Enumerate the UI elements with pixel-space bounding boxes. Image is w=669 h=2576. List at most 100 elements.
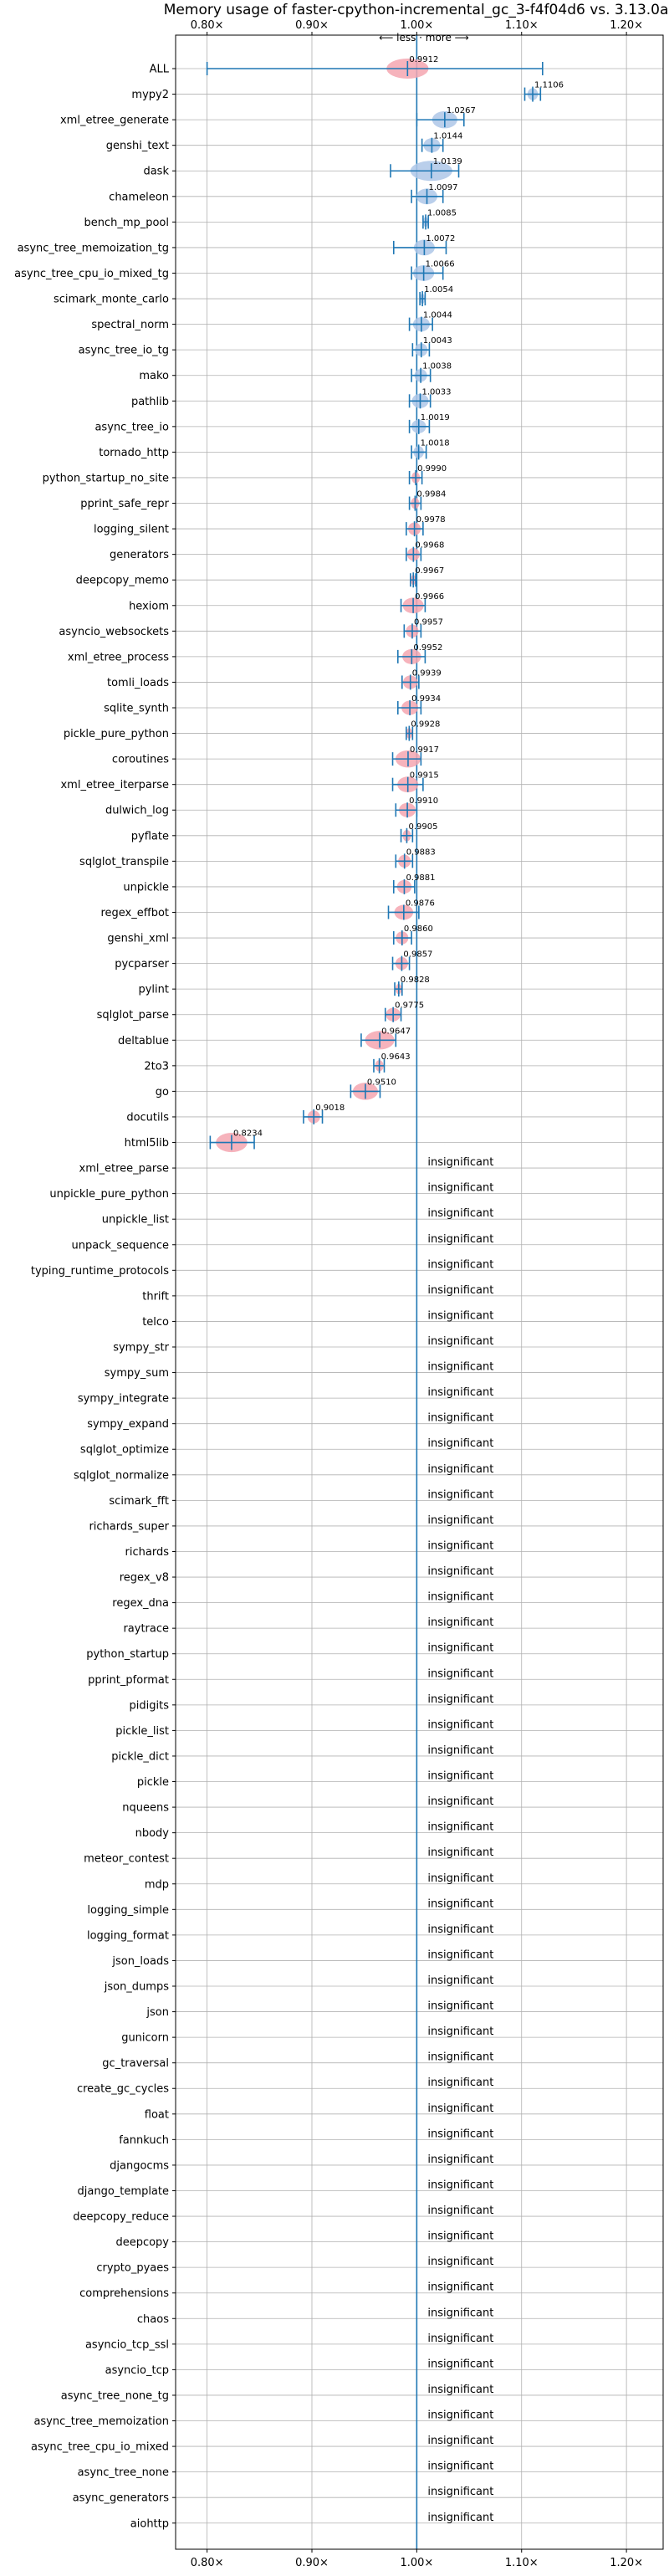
- category-label: mako: [139, 370, 169, 382]
- insignificant-label: insignificant: [427, 1539, 493, 1552]
- category-label: html5lib: [125, 1137, 169, 1150]
- category-label: json_loads: [111, 1955, 169, 1968]
- insignificant-label: insignificant: [427, 2358, 493, 2370]
- insignificant-label: insignificant: [427, 1897, 493, 1910]
- insignificant-label: insignificant: [427, 2256, 493, 2268]
- insignificant-label: insignificant: [427, 2153, 493, 2166]
- category-label: pprint_pformat: [88, 1674, 169, 1687]
- insignificant-label: insignificant: [427, 1412, 493, 1425]
- category-label: regex_v8: [120, 1572, 169, 1585]
- insignificant-label: insignificant: [427, 1667, 493, 1680]
- insignificant-label: insignificant: [427, 1182, 493, 1195]
- category-label: async_tree_cpu_io_mixed_tg: [14, 268, 169, 280]
- data-label: 0.9928: [411, 720, 440, 730]
- data-label: 1.0038: [422, 362, 452, 371]
- category-label: djangocms: [110, 2159, 169, 2172]
- category-label: unpickle: [123, 881, 169, 894]
- plot-frame: [175, 34, 664, 2550]
- data-label: 1.0043: [423, 336, 452, 346]
- insignificant-label: insignificant: [427, 1437, 493, 1450]
- insignificant-label: insignificant: [427, 1642, 493, 1655]
- x-tick-label-bottom: 1.20×: [610, 2557, 643, 2569]
- insignificant-label: insignificant: [427, 1207, 493, 1220]
- data-label: 1.0044: [423, 311, 452, 320]
- labels-layer: 0.80× 0.80× 0.90× 0.90× 1.00× 1.00× 1.10× 1.10×…: [14, 19, 643, 2569]
- category-label: django_template: [78, 2185, 169, 2198]
- category-label: nqueens: [122, 1802, 169, 1815]
- category-label: generators: [110, 549, 169, 561]
- x-tick-label-bottom: 1.00×: [400, 2557, 433, 2569]
- category-label: sympy_integrate: [78, 1393, 169, 1406]
- direction-label: ⟵ less · more ⟶: [379, 32, 469, 44]
- category-label: logging_silent: [94, 524, 169, 536]
- data-label: 0.9018: [315, 1104, 345, 1113]
- insignificant-label: insignificant: [427, 2461, 493, 2473]
- category-label: logging_simple: [87, 1904, 169, 1917]
- category-label: logging_format: [87, 1929, 169, 1942]
- data-label: 0.9860: [404, 924, 433, 934]
- category-label: float: [145, 2108, 169, 2121]
- data-label: 1.0018: [421, 438, 450, 448]
- data-label: 0.9978: [416, 515, 446, 525]
- category-label: xml_etree_iterparse: [60, 779, 169, 791]
- category-label: regex_effbot: [100, 907, 169, 919]
- category-label: coroutines: [112, 754, 169, 766]
- data-label: 1.0097: [429, 183, 458, 192]
- category-label: sqlglot_normalize: [74, 1469, 169, 1482]
- category-label: deltablue: [118, 1035, 169, 1047]
- data-label: 0.9912: [409, 55, 438, 64]
- category-label: sqlglot_transpile: [79, 856, 169, 868]
- data-label: 0.9881: [406, 873, 435, 883]
- category-label: tornado_http: [99, 447, 169, 459]
- data-label: 0.9934: [411, 694, 441, 704]
- category-label: asyncio_websockets: [59, 626, 169, 638]
- insignificant-label: insignificant: [427, 1565, 493, 1578]
- category-label: pylint: [138, 984, 169, 996]
- category-label: asyncio_tcp_ssl: [85, 2338, 169, 2351]
- category-label: gunicorn: [121, 2032, 169, 2045]
- data-label: 1.0033: [422, 387, 452, 397]
- data-label: 0.9967: [415, 566, 444, 576]
- category-label: async_generators: [73, 2492, 170, 2505]
- category-label: pprint_safe_repr: [80, 498, 169, 510]
- data-label: 1.0139: [433, 157, 462, 166]
- category-label: bench_mp_pool: [84, 217, 169, 229]
- category-label: spectral_norm: [91, 319, 169, 331]
- category-label: regex_dna: [112, 1597, 169, 1610]
- insignificant-label: insignificant: [427, 1770, 493, 1783]
- insignificant-label: insignificant: [427, 1233, 493, 1246]
- category-label: fannkuch: [119, 2134, 169, 2147]
- category-label: pyflate: [131, 830, 169, 842]
- data-label: 0.9828: [401, 976, 430, 985]
- x-tick-label-bottom: 0.80×: [191, 2557, 224, 2569]
- insignificant-label: insignificant: [427, 2307, 493, 2319]
- category-label: dulwich_log: [105, 805, 169, 817]
- category-label: sympy_expand: [87, 1418, 169, 1431]
- data-label: 0.9857: [403, 950, 432, 960]
- category-label: sympy_str: [113, 1342, 169, 1355]
- insignificant-label: insignificant: [427, 2205, 493, 2217]
- category-label: scimark_monte_carlo: [54, 294, 169, 306]
- category-label: xml_etree_process: [68, 651, 169, 663]
- category-label: telco: [142, 1316, 169, 1329]
- insignificant-label: insignificant: [427, 1923, 493, 1936]
- insignificant-label: insignificant: [427, 2230, 493, 2243]
- insignificant-label: insignificant: [427, 1821, 493, 1834]
- category-label: sqlglot_parse: [97, 1009, 169, 1022]
- category-label: ALL: [150, 64, 170, 76]
- chart-title: Memory usage of faster-cpython-increment…: [164, 2, 669, 18]
- marks-layer: [206, 59, 544, 1153]
- x-tick-label-top: 0.90×: [295, 19, 329, 32]
- data-label: 0.9990: [417, 464, 447, 474]
- data-label: 0.9968: [415, 541, 444, 551]
- category-label: xml_etree_parse: [79, 1163, 169, 1175]
- category-label: go: [156, 1086, 169, 1099]
- category-label: python_startup_no_site: [43, 472, 169, 484]
- category-label: comprehensions: [79, 2287, 169, 2300]
- data-label: 1.0267: [447, 106, 476, 115]
- insignificant-label: insignificant: [427, 2077, 493, 2089]
- insignificant-label: insignificant: [427, 2000, 493, 2013]
- data-label: 0.9966: [415, 592, 444, 602]
- insignificant-label: insignificant: [427, 1284, 493, 1297]
